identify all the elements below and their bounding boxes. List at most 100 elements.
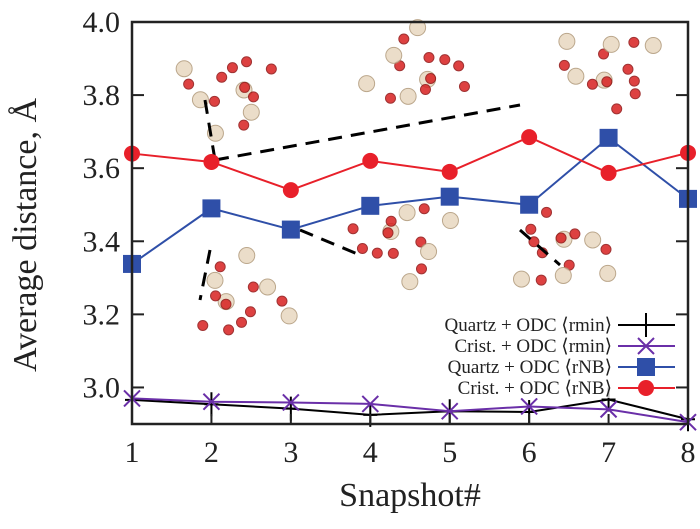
x-tick-label: 5 bbox=[442, 436, 457, 469]
oxygen-atom bbox=[356, 242, 368, 254]
silicon-atom bbox=[280, 307, 298, 325]
series-line bbox=[131, 397, 689, 424]
oxygen-atom bbox=[216, 71, 228, 83]
series-square bbox=[123, 128, 697, 273]
legend: Quartz + ODC ⟨rmin⟩Crist. + ODC ⟨rmin⟩Qu… bbox=[405, 313, 675, 399]
oxygen-atom bbox=[238, 119, 250, 131]
x-tick-label: 7 bbox=[601, 436, 616, 469]
silicon-atom bbox=[558, 32, 576, 50]
oxygen-atom bbox=[415, 236, 427, 248]
cross-marker bbox=[202, 392, 221, 411]
oxygen-atom bbox=[247, 281, 259, 293]
callout-dashed-line bbox=[198, 249, 212, 301]
molecule-inset bbox=[558, 32, 662, 115]
x-tick-label: 3 bbox=[283, 436, 298, 469]
oxygen-atom bbox=[415, 263, 427, 275]
oxygen-atom bbox=[384, 92, 396, 104]
oxygen-atom bbox=[439, 54, 451, 66]
silicon-atom bbox=[512, 270, 530, 288]
oxygen-atom bbox=[387, 247, 399, 259]
y-tick-label: 3.2 bbox=[83, 298, 121, 331]
square-marker bbox=[361, 196, 380, 215]
oxygen-atom bbox=[239, 81, 251, 93]
circle-marker bbox=[203, 153, 220, 170]
oxygen-atom bbox=[628, 75, 640, 87]
oxygen-atom bbox=[183, 78, 195, 90]
molecular-structure-insets bbox=[175, 19, 662, 336]
x-tick-label: 6 bbox=[522, 436, 537, 469]
legend-label: Crist. + ODC ⟨rNB⟩ bbox=[458, 378, 612, 399]
square-marker bbox=[520, 195, 539, 214]
plot-frame bbox=[130, 20, 690, 426]
oxygen-atom bbox=[223, 324, 235, 336]
callout-dashed-line bbox=[203, 99, 217, 161]
legend-bg bbox=[405, 335, 615, 356]
oxygen-atom bbox=[244, 306, 256, 318]
callout-dashed-line bbox=[299, 228, 361, 257]
oxygen-atom bbox=[558, 59, 570, 71]
oxygen-atom bbox=[598, 48, 610, 60]
silicon-atom bbox=[420, 243, 438, 261]
silicon-atom bbox=[599, 264, 617, 282]
molecule-inset bbox=[347, 203, 459, 291]
oxygen-atom bbox=[220, 298, 232, 310]
oxygen-atom bbox=[209, 95, 221, 107]
legend-label: Quartz + ODC ⟨rNB⟩ bbox=[448, 357, 612, 378]
x-tick-label: 4 bbox=[363, 436, 378, 469]
plus-marker bbox=[639, 313, 653, 337]
oxygen-atom bbox=[398, 33, 410, 45]
x-tick-label: 1 bbox=[125, 436, 140, 469]
silicon-atom bbox=[554, 266, 572, 284]
y-tick-label: 3.8 bbox=[83, 79, 121, 112]
molecule-inset bbox=[512, 206, 617, 288]
oxygen-atom bbox=[419, 84, 431, 96]
square-marker bbox=[440, 187, 459, 206]
molecule-inset bbox=[197, 247, 298, 336]
cross-marker bbox=[441, 402, 459, 420]
series-cross bbox=[123, 389, 697, 431]
molecule-inset bbox=[175, 56, 277, 142]
series-line bbox=[131, 398, 689, 421]
oxygen-atom bbox=[569, 228, 581, 240]
cross-marker bbox=[520, 397, 538, 416]
plus-marker bbox=[204, 392, 219, 417]
cross-marker bbox=[282, 393, 300, 412]
circle-marker bbox=[521, 129, 538, 146]
silicon-atom bbox=[644, 37, 662, 55]
oxygen-atom bbox=[535, 274, 547, 286]
square-marker bbox=[637, 358, 655, 376]
silicon-atom bbox=[399, 87, 417, 105]
cross-marker bbox=[637, 337, 655, 355]
silicon-atom bbox=[206, 124, 224, 142]
molecule-inset bbox=[358, 19, 470, 105]
series-circle bbox=[124, 129, 696, 199]
oxygen-atom bbox=[629, 88, 641, 100]
silicon-atom bbox=[385, 46, 403, 64]
legend-label: Quartz + ODC ⟨rmin⟩ bbox=[445, 315, 612, 336]
oxygen-atom bbox=[241, 56, 253, 68]
oxygen-atom bbox=[586, 78, 598, 90]
oxygen-atom bbox=[226, 62, 238, 74]
oxygen-atom bbox=[371, 247, 383, 259]
x-axis-label: Snapshot# bbox=[339, 477, 481, 514]
oxygen-atom bbox=[525, 223, 537, 235]
oxygen-atom bbox=[276, 295, 288, 307]
y-axis-label: Average distance, Å bbox=[7, 98, 44, 373]
oxygen-atom bbox=[197, 319, 209, 331]
square-marker bbox=[599, 128, 618, 147]
legend-bg bbox=[405, 314, 615, 335]
callout-dashed-line bbox=[214, 103, 521, 162]
oxygen-atom bbox=[541, 206, 553, 218]
oxygen-atom bbox=[214, 261, 226, 273]
silicon-atom bbox=[584, 231, 602, 249]
oxygen-atom bbox=[210, 290, 222, 302]
oxygen-atom bbox=[265, 63, 277, 75]
silicon-atom bbox=[259, 278, 277, 296]
silicon-atom bbox=[409, 19, 427, 37]
x-tick-label: 2 bbox=[204, 436, 219, 469]
series-line bbox=[131, 136, 689, 192]
y-tick-label: 3.6 bbox=[83, 152, 121, 185]
silicon-atom bbox=[175, 60, 193, 78]
silicon-atom bbox=[238, 247, 256, 265]
oxygen-atom bbox=[622, 63, 634, 75]
